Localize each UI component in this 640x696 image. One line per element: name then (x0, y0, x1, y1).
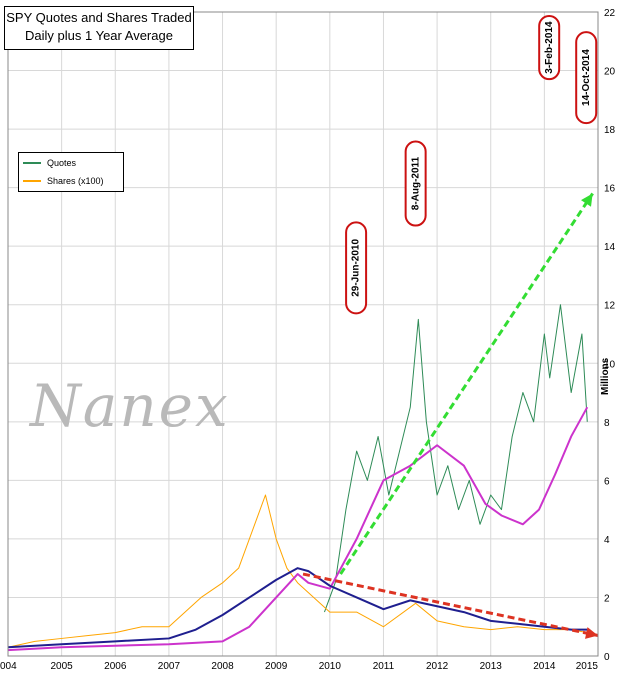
annotation-oval-4 (575, 31, 598, 125)
annotation-label-1: 29-Jun-2010 (351, 239, 362, 297)
legend: Quotes Shares (x100) (18, 152, 124, 192)
x-tick-label: 2011 (373, 661, 395, 672)
x-tick-label: 2012 (426, 661, 449, 672)
x-tick-label: 2006 (104, 661, 127, 672)
legend-swatch-quotes (23, 162, 41, 164)
y-tick-label: 14 (604, 242, 616, 253)
chart-title-box: SPY Quotes and Shares Traded Daily plus … (4, 6, 194, 50)
y-tick-label: 20 (604, 67, 616, 78)
x-tick-label: 2005 (51, 661, 74, 672)
y-tick-label: 12 (604, 301, 616, 312)
annotation-oval-3 (538, 15, 561, 81)
trend-arrow-head-1 (581, 193, 593, 207)
series-line-3 (7, 406, 589, 652)
grid (7, 11, 599, 657)
legend-label-quotes: Quotes (47, 158, 77, 168)
y-tick-label: 0 (604, 652, 610, 663)
x-tick-label: 004 (0, 661, 17, 672)
legend-swatch-shares (23, 180, 41, 182)
y-axis-label: Millions (600, 357, 611, 395)
x-tick-label: 2008 (211, 661, 234, 672)
y-tick-label: 8 (604, 418, 610, 429)
trend-arrow-line-1 (339, 192, 594, 575)
plot-frame (7, 11, 599, 657)
watermark-text: Nanex (30, 372, 230, 440)
y-tick-label: 22 (604, 8, 616, 19)
x-tick-label: 2014 (533, 661, 556, 672)
y-tick-label: 18 (604, 125, 616, 136)
annotation-label-4: 14-Oct-2014 (581, 49, 592, 106)
y-tick-label: 16 (604, 184, 616, 195)
x-tick-label: 2009 (265, 661, 288, 672)
series-line-4 (7, 567, 588, 649)
chart-subtitle: Daily plus 1 Year Average (25, 28, 173, 43)
x-tick-label: 2015 (576, 661, 599, 672)
y-tick-label: 10 (604, 359, 616, 370)
legend-item-quotes: Quotes (23, 155, 123, 171)
series-lines (7, 304, 589, 652)
x-tick-label: 2010 (319, 661, 342, 672)
y-tick-label: 6 (604, 476, 610, 487)
legend-item-shares: Shares (x100) (23, 173, 123, 189)
series-line-1 (323, 304, 588, 613)
axes: 0 2 4 6 8 10 12 14 16 18 20 22 004 2005 2006 2007 2008 20… (0, 8, 616, 672)
trend-arrows (302, 192, 599, 639)
y-tick-label: 2 (604, 593, 610, 604)
series-line-2 (7, 494, 588, 648)
x-tick-label: 2007 (158, 661, 181, 672)
chart-title: SPY Quotes and Shares Traded (6, 10, 192, 25)
y-tick-label: 4 (604, 535, 610, 546)
annotation-label-2: 8-Aug-2011 (410, 156, 421, 210)
trend-arrow-line-2 (302, 572, 599, 637)
trend-arrow-head-2 (585, 627, 598, 639)
legend-label-shares: Shares (x100) (47, 176, 104, 186)
date-annotations: 29-Jun-2010 8-Aug-2011 3-Feb-2014 14-Oct-20… (345, 15, 598, 315)
x-tick-label: 2013 (480, 661, 503, 672)
annotation-oval-2 (404, 140, 427, 227)
annotation-label-3: 3-Feb-2014 (544, 21, 555, 74)
annotation-oval-1 (345, 221, 368, 315)
